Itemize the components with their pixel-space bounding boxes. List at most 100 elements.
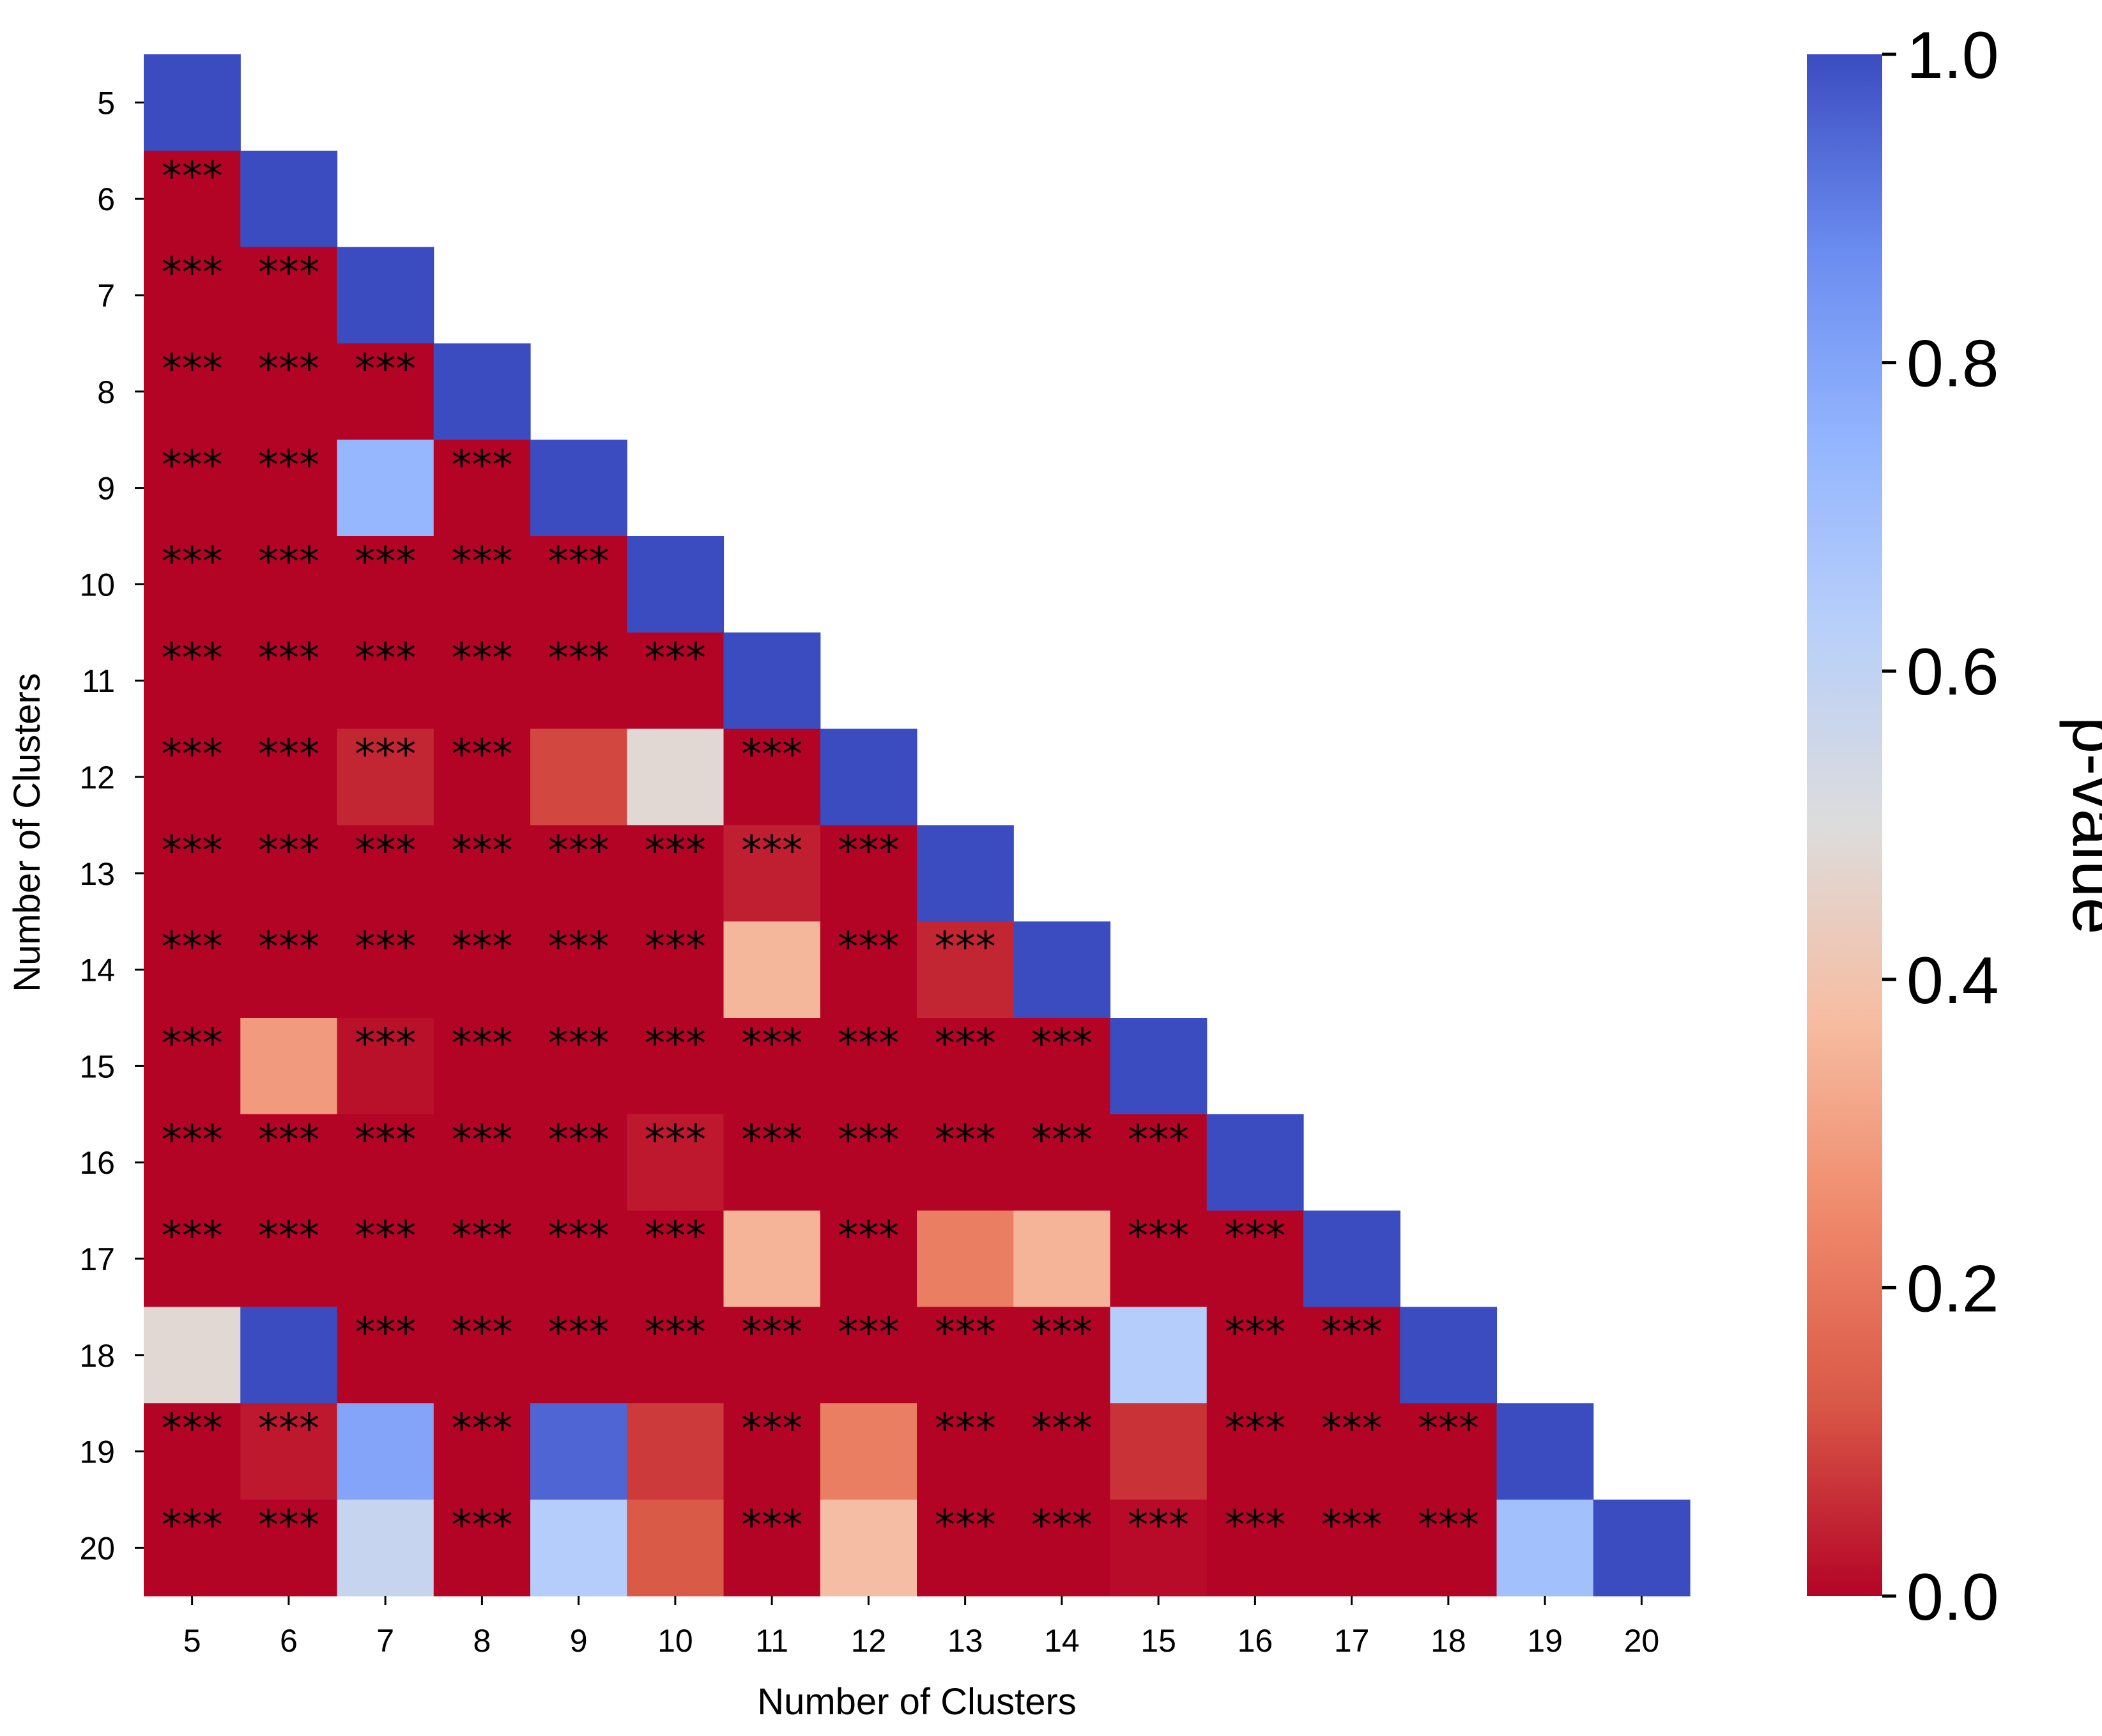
heatmap-cell [530,632,627,730]
significance-annotation: *** [258,442,319,489]
significance-annotation: *** [1321,1406,1383,1453]
heatmap-cell [1400,1403,1498,1500]
y-tick-label: 19 [79,1434,115,1470]
significance-annotation: *** [451,539,512,586]
heatmap-cell [1496,1500,1594,1597]
heatmap-cells [144,54,1691,1597]
heatmap-cell [240,536,338,633]
heatmap-cell [917,825,1014,922]
significance-annotation: *** [1128,1117,1189,1164]
heatmap-cell [723,1307,821,1404]
heatmap-cell [337,536,434,633]
x-tick-label: 15 [1140,1623,1176,1659]
heatmap-cell [917,1210,1014,1307]
significance-annotation: *** [1321,1502,1383,1549]
heatmap-cell [530,728,627,826]
heatmap-cell [1206,1307,1304,1404]
heatmap-cell [1206,1403,1304,1500]
significance-annotation: *** [838,827,899,875]
significance-annotation: *** [1128,1213,1189,1261]
heatmap-cell [820,1500,917,1597]
significance-annotation: *** [162,924,223,971]
significance-annotation: *** [838,924,899,971]
significance-annotation: *** [548,827,610,875]
y-tick-label: 17 [79,1241,115,1277]
significance-annotation: *** [162,827,223,875]
significance-annotation: *** [645,1117,706,1164]
heatmap-cell [627,1500,725,1597]
heatmap-cell [144,1307,241,1404]
significance-annotation: *** [258,250,319,297]
heatmap-cell [433,1114,531,1211]
significance-annotation: *** [451,1309,512,1356]
heatmap-cell [1496,1403,1594,1500]
significance-annotation: *** [355,1213,416,1261]
heatmap-cell [337,1307,434,1404]
significance-annotation: *** [162,1117,223,1164]
significance-annotation: *** [548,1309,610,1356]
heatmap-cell [240,343,338,440]
significance-annotation: *** [355,1117,416,1164]
heatmap-cell [337,632,434,730]
heatmap-cell [433,1210,531,1307]
heatmap-cell [433,1018,531,1115]
heatmap-cell [337,1114,434,1211]
significance-annotation: *** [451,1213,512,1261]
heatmap-cell [723,1403,821,1500]
y-tick-label: 7 [97,278,115,314]
heatmap-cell [337,728,434,826]
significance-annotation: *** [451,732,512,779]
heatmap-cell [337,1500,434,1597]
x-axis-ticks: 5 6 7 8 9 10 11 12 13 14 15 16 17 18 19 20 [183,1596,1659,1659]
heatmap-cell [1013,1018,1111,1115]
significance-annotation: *** [258,1117,319,1164]
heatmap-cell [144,632,241,730]
heatmap-cell [530,825,627,922]
significance-annotation: *** [258,1502,319,1549]
colorbar-tick-label: 0.0 [1906,1560,1999,1634]
heatmap-cell [530,1403,627,1500]
heatmap-cell [627,825,725,922]
heatmap-cell [1013,1114,1111,1211]
significance-annotation: *** [162,442,223,489]
heatmap-cell [1303,1500,1400,1597]
significance-annotation: *** [162,1213,223,1261]
heatmap-cell [144,247,241,344]
significance-annotation: *** [741,1309,802,1356]
y-tick-label: 13 [79,856,115,892]
significance-annotation: *** [741,1406,802,1453]
heatmap-cell [144,343,241,440]
significance-annotation: *** [741,732,802,779]
significance-annotation: *** [355,1309,416,1356]
significance-annotation: *** [1224,1213,1285,1261]
significance-annotation: *** [1031,1020,1093,1068]
heatmap-cell [820,1210,917,1307]
heatmap-cell [627,536,725,633]
significance-annotation: *** [451,1117,512,1164]
significance-annotation: *** [451,924,512,971]
heatmap-cell [144,150,241,248]
heatmap-cell [240,632,338,730]
heatmap-cell [530,921,627,1018]
significance-annotation: *** [1418,1502,1479,1549]
heatmap-cell [337,440,434,537]
heatmap-cell [240,1210,338,1307]
significance-annotation: *** [935,1502,996,1549]
significance-annotation: *** [548,1020,610,1068]
heatmap-cell [627,632,725,730]
heatmap-cell [627,1403,725,1500]
heatmap-cell [240,1403,338,1500]
significance-annotation: *** [838,1117,899,1164]
significance-annotation: *** [1031,1502,1093,1549]
significance-annotation: *** [548,635,610,682]
heatmap-cell [337,825,434,922]
heatmap-cell [820,1018,917,1115]
heatmap-cell [917,1307,1014,1404]
heatmap-cell [144,1210,241,1307]
heatmap-cell [530,1018,627,1115]
heatmap-cell [1013,1307,1111,1404]
significance-annotation: *** [451,1502,512,1549]
x-tick-label: 12 [851,1623,887,1659]
significance-annotation: *** [162,732,223,779]
y-tick-label: 16 [79,1145,115,1181]
